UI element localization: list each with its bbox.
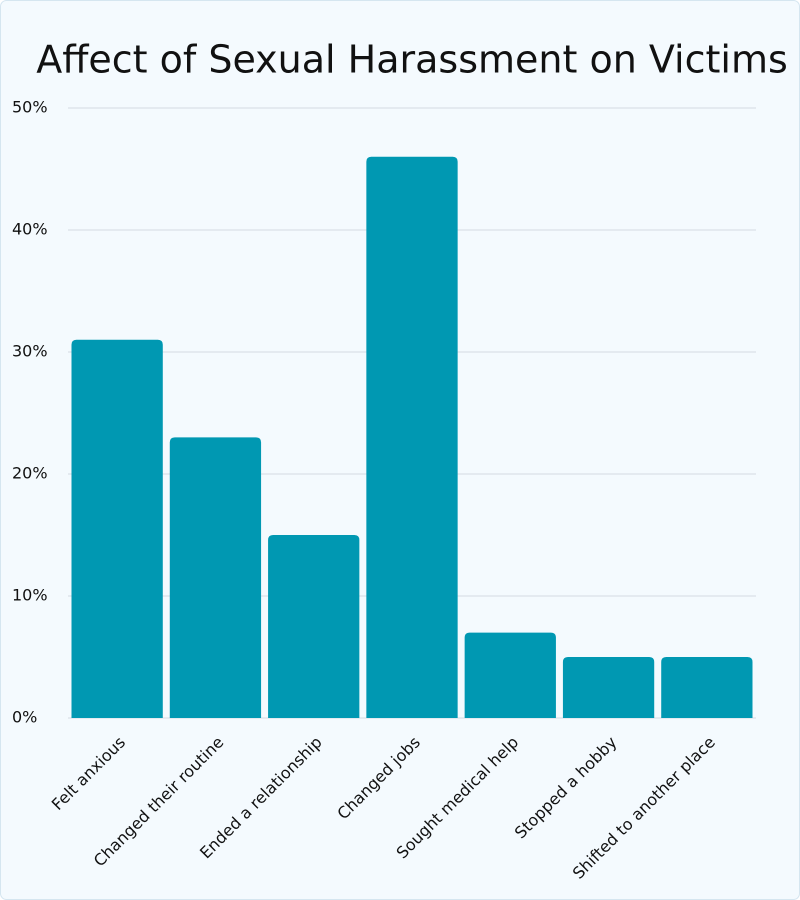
chart-title: Affect of Sexual Harassment on Victims [36,38,788,82]
bar [464,632,556,718]
y-tick-label: 10% [12,586,48,605]
y-tick-label: 40% [12,220,48,239]
bar [268,535,360,718]
bar [562,657,655,718]
bar [169,437,262,718]
bar [71,339,163,718]
y-tick-label: 30% [12,342,48,361]
y-tick-label: 50% [12,98,48,117]
y-tick-label: 0% [12,708,37,727]
bar [366,156,458,719]
bar [661,657,753,718]
y-tick-label: 20% [12,464,48,483]
